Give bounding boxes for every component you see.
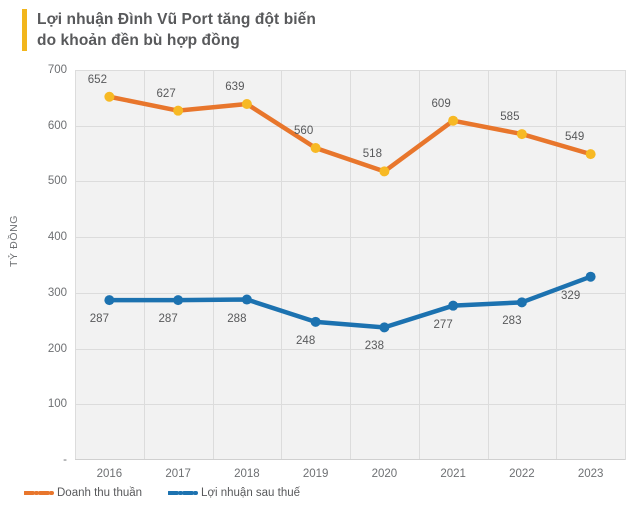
data-point[interactable] bbox=[585, 271, 596, 282]
x-tick-label: 2022 bbox=[509, 468, 535, 480]
y-tick-label: 100 bbox=[47, 398, 67, 411]
gridline-vertical bbox=[143, 70, 145, 460]
x-tick-label: 2020 bbox=[371, 468, 398, 480]
data-point[interactable] bbox=[585, 149, 596, 160]
data-label: 287 bbox=[158, 313, 178, 326]
legend-marker-icon bbox=[24, 491, 54, 495]
data-point[interactable] bbox=[241, 294, 252, 305]
y-axis-tick-labels: - 100 200 300 400 500 600 700 bbox=[0, 64, 640, 466]
data-label: 652 bbox=[87, 73, 107, 86]
data-label: 560 bbox=[294, 125, 314, 137]
y-tick-label: 200 bbox=[47, 342, 67, 355]
gridline-vertical bbox=[75, 70, 76, 460]
data-point[interactable] bbox=[104, 91, 115, 102]
y-axis-title: TỶ ĐỒNG bbox=[8, 214, 20, 267]
data-point[interactable] bbox=[448, 300, 459, 311]
x-axis-tick-labels: 2016 2017 2018 2019 2020 2021 2022 2023 bbox=[75, 468, 625, 492]
page-title: Lợi nhuận Đình Vũ Port tăng đột biến do … bbox=[37, 11, 316, 49]
data-label: 639 bbox=[225, 80, 245, 93]
data-point[interactable] bbox=[516, 297, 527, 308]
data-label: 287 bbox=[89, 313, 109, 326]
data-label: 238 bbox=[364, 340, 384, 353]
y-tick-label: 500 bbox=[47, 175, 67, 188]
y-tick-label: - bbox=[63, 454, 67, 466]
legend-item[interactable]: Lợi nhuận sau thuế bbox=[168, 487, 300, 499]
data-point[interactable] bbox=[104, 295, 115, 306]
gridline-vertical bbox=[625, 70, 626, 460]
data-label: 277 bbox=[433, 318, 453, 331]
legend-label: Doanh thu thuần bbox=[57, 487, 143, 499]
data-point[interactable] bbox=[379, 322, 390, 333]
data-point[interactable] bbox=[310, 316, 321, 327]
x-tick-label: 2019 bbox=[302, 468, 329, 480]
legend-marker-icon bbox=[168, 491, 199, 495]
gridline-vertical bbox=[212, 70, 214, 460]
x-tick-label: 2017 bbox=[165, 468, 191, 480]
vertical-gridlines bbox=[75, 70, 626, 460]
data-label: 585 bbox=[500, 111, 520, 124]
data-label: 283 bbox=[502, 315, 522, 328]
chart-title-block: Lợi nhuận Đình Vũ Port tăng đột biến do … bbox=[22, 9, 316, 51]
data-labels: 652 627 639 560 518 609 585 549 287 287 288 248 238 2… bbox=[75, 70, 625, 460]
chart-container: - 100 200 300 400 500 600 700 TỶ ĐỒNG 652 627 639… bbox=[0, 62, 640, 480]
chart-legend: Doanh thu thuần Lợi nhuận sau thuế bbox=[24, 487, 300, 499]
gridline-vertical bbox=[556, 70, 558, 460]
gridline-vertical bbox=[418, 70, 420, 460]
data-point[interactable] bbox=[173, 295, 184, 306]
x-tick-label: 2016 bbox=[96, 468, 123, 480]
legend-label: Lợi nhuận sau thuế bbox=[201, 487, 301, 499]
title-accent-bar bbox=[22, 9, 27, 51]
x-tick-label: 2023 bbox=[577, 468, 604, 480]
gridline-vertical bbox=[487, 70, 489, 460]
gridline-vertical bbox=[281, 70, 283, 460]
data-point[interactable] bbox=[448, 115, 459, 126]
x-tick-label: 2018 bbox=[234, 468, 260, 480]
y-tick-label: 700 bbox=[47, 64, 67, 76]
data-label: 609 bbox=[431, 97, 451, 110]
data-label: 549 bbox=[565, 131, 585, 144]
data-point[interactable] bbox=[310, 143, 321, 153]
data-label: 627 bbox=[156, 87, 176, 100]
x-axis-baseline bbox=[75, 459, 625, 460]
series-line-0 bbox=[107, 94, 593, 174]
x-tick-label: 2021 bbox=[440, 468, 466, 480]
data-point[interactable] bbox=[379, 166, 390, 177]
data-point[interactable] bbox=[173, 105, 184, 116]
data-label: 329 bbox=[561, 289, 581, 302]
data-point[interactable] bbox=[516, 129, 527, 140]
y-tick-label: 600 bbox=[47, 119, 67, 132]
data-point[interactable] bbox=[241, 98, 252, 109]
plot-area bbox=[75, 70, 626, 460]
legend-item[interactable]: Doanh thu thuần bbox=[24, 487, 142, 499]
data-label: 248 bbox=[296, 334, 316, 347]
series-plot bbox=[104, 91, 596, 333]
y-tick-label: 300 bbox=[47, 286, 67, 299]
y-tick-label: 400 bbox=[47, 231, 67, 244]
gridline-vertical bbox=[350, 70, 351, 460]
data-label: 288 bbox=[227, 312, 247, 325]
data-label: 518 bbox=[362, 148, 382, 161]
series-line-1 bbox=[107, 274, 593, 330]
